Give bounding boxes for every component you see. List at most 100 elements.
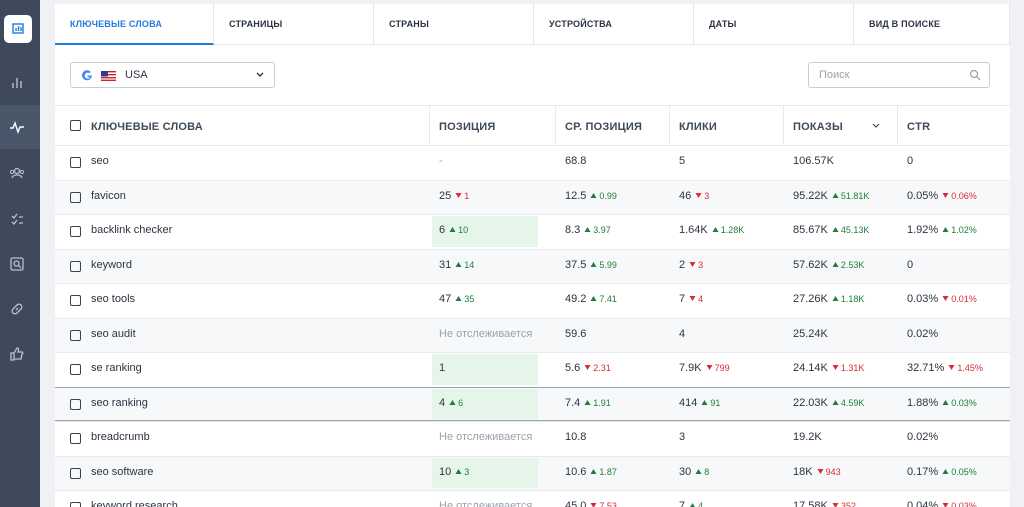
table-row[interactable] (55, 283, 1010, 318)
sort-icon[interactable] (872, 123, 880, 129)
value: 7 (679, 500, 686, 507)
tab[interactable]: ВИД В ПОИСКЕ (854, 4, 1010, 45)
value: 68.8 (565, 155, 587, 167)
tab[interactable]: СТРАНИЦЫ (214, 4, 374, 45)
checkbox[interactable] (70, 398, 81, 410)
tab[interactable]: УСТРОЙСТВА (534, 4, 694, 45)
chevron (256, 72, 264, 77)
cell-avg-position: 8.3 3.97 (565, 224, 611, 236)
cell-position: Не отслеживается (439, 431, 532, 443)
table-row[interactable] (55, 179, 1010, 214)
keyword[interactable]: seo ranking (91, 396, 148, 409)
nav-icon[interactable] (9, 256, 25, 272)
country-select[interactable]: USA (70, 62, 275, 88)
checkbox[interactable] (70, 191, 81, 203)
checkbox[interactable] (70, 467, 81, 479)
checkbox[interactable] (70, 502, 81, 507)
cell-ctr: 0.04% 0.03% (907, 500, 977, 507)
checkbox[interactable] (70, 260, 81, 272)
arrow-down (942, 296, 949, 301)
arrow-down (689, 296, 696, 301)
change: 1.28K (720, 225, 745, 235)
arrow-up (590, 468, 597, 474)
tab[interactable]: СТРАНЫ (374, 4, 534, 45)
arrow-up (832, 399, 839, 405)
table-row[interactable] (55, 317, 1010, 352)
header-row (55, 105, 1010, 145)
change: 7.53 (599, 501, 617, 507)
search-box[interactable]: Поиск (808, 62, 990, 88)
keyword[interactable]: seo audit (91, 327, 136, 340)
keyword[interactable]: seo tools (91, 293, 136, 305)
change: 799 (714, 363, 730, 373)
arrow-down (832, 365, 839, 370)
cell-ctr: 0.02% (907, 328, 938, 340)
change: 2.31 (593, 363, 611, 373)
tab[interactable]: КЛЮЧЕВЫЕ СЛОВА (55, 4, 214, 45)
cell-position: 31 14 (439, 259, 474, 271)
nav-icon[interactable] (9, 346, 25, 362)
value: 8.3 (565, 224, 581, 236)
keyword[interactable]: backlink checker (91, 224, 173, 236)
checkbox[interactable] (70, 329, 81, 341)
value: 7.4 (565, 396, 581, 409)
tab[interactable]: ДАТЫ (694, 4, 854, 45)
keyword[interactable]: seo (91, 155, 109, 167)
cell-clicks: 30 8 (679, 466, 709, 478)
cell-avg-position: 10.6 1.87 (565, 466, 617, 478)
nav-icon[interactable] (9, 74, 25, 90)
arrow-up (942, 468, 949, 474)
keyword[interactable]: se ranking (91, 362, 142, 374)
checkbox[interactable] (70, 120, 81, 131)
nav-icon[interactable] (9, 119, 25, 135)
column-header[interactable]: СР. ПОЗИЦИЯ (565, 121, 643, 133)
column-header[interactable]: ПОЗИЦИЯ (439, 121, 496, 133)
keyword[interactable]: breadcrumb (91, 431, 150, 443)
change: 3.97 (593, 225, 611, 235)
arrow-up (832, 192, 839, 198)
checkbox[interactable] (70, 433, 81, 444)
position-highlight (432, 457, 538, 488)
column-header[interactable]: CTR (907, 121, 931, 133)
change: 8 (704, 466, 710, 477)
nav-active[interactable] (4, 15, 32, 43)
position-highlight (432, 388, 538, 419)
cell-ctr: 0 (907, 155, 913, 167)
value: - (439, 155, 443, 167)
cell-clicks: 414 91 (679, 397, 720, 409)
table-row[interactable] (55, 248, 1010, 283)
checkbox[interactable] (70, 364, 81, 375)
value: 12.5 (565, 189, 587, 202)
value: 4 (439, 396, 446, 409)
cell-impressions: 18K 943 (793, 466, 841, 478)
checkbox[interactable] (70, 226, 81, 237)
value: 47 (439, 293, 452, 305)
value: 37.5 (565, 258, 587, 271)
cell-impressions: 106.57K (793, 155, 834, 167)
arrow-up (942, 227, 949, 232)
keyword[interactable]: seo software (91, 465, 154, 478)
arrow-up (832, 261, 839, 267)
column-header[interactable]: КЛИКИ (679, 121, 717, 133)
cell-position: 47 35 (439, 293, 474, 305)
keyword[interactable]: favicon (91, 189, 126, 202)
nav-icon[interactable] (9, 301, 25, 317)
value: 1.64K (679, 224, 708, 236)
nav-icon[interactable] (9, 210, 25, 226)
column-header[interactable]: ПОКАЗЫ (793, 121, 843, 133)
nav-icon[interactable] (9, 165, 25, 181)
arrow-up (701, 399, 708, 405)
keyword[interactable]: keyword (91, 258, 132, 271)
arrow-up (584, 227, 591, 232)
change: 1.02% (951, 225, 977, 235)
keyword[interactable]: keyword research (91, 500, 178, 507)
arrow-down (948, 365, 955, 370)
table-row[interactable] (55, 145, 1010, 180)
checkbox[interactable] (70, 295, 81, 306)
cell-impressions: 19.2K (793, 431, 822, 443)
checkbox[interactable] (70, 157, 81, 168)
cell-impressions: 22.03K 4.59K (793, 397, 864, 409)
table-row[interactable] (55, 421, 1010, 456)
table-row[interactable] (55, 490, 1010, 507)
column-header[interactable]: КЛЮЧЕВЫЕ СЛОВА (91, 121, 203, 133)
